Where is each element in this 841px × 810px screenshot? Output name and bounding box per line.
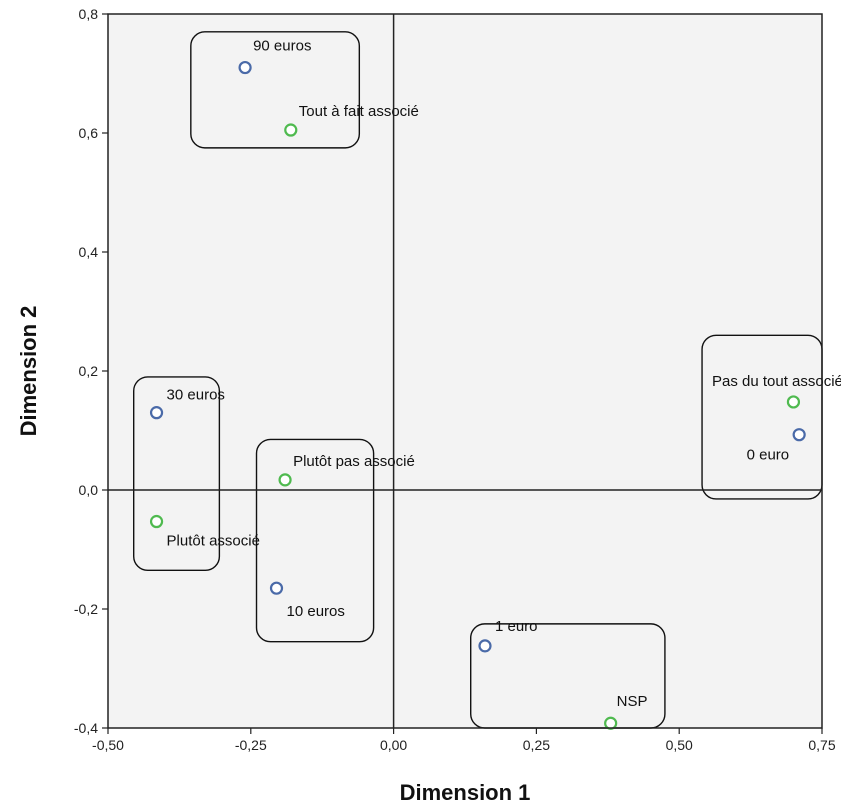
group-box	[255, 438, 375, 643]
data-points	[149, 60, 806, 730]
x-tick-label: 0,75	[808, 737, 835, 753]
data-point	[149, 406, 164, 420]
y-tick-label: 0,2	[79, 363, 99, 379]
data-point	[284, 123, 298, 137]
point-label: Pas du tout associé	[712, 373, 841, 390]
y-tick-label: -0,4	[74, 720, 98, 736]
y-axis-ticks: -0,4 -0,2 0,0 0,2 0,4 0,6 0,8	[74, 6, 108, 736]
point-label: NSP	[617, 693, 648, 710]
plot-area	[108, 14, 822, 728]
data-point	[278, 473, 292, 487]
data-point	[604, 716, 618, 730]
x-tick-label: -0,50	[92, 737, 124, 753]
point-label: 90 euros	[253, 38, 311, 55]
data-point	[269, 581, 284, 595]
x-axis-title: Dimension 1	[400, 780, 531, 805]
x-tick-label: -0,25	[235, 737, 267, 753]
group-box	[133, 376, 221, 572]
point-label: 30 euros	[167, 387, 225, 404]
y-tick-label: 0,8	[79, 6, 99, 22]
point-label: 0 euro	[747, 447, 790, 464]
data-point	[792, 428, 806, 442]
data-point	[238, 60, 252, 75]
point-label: Plutôt pas associé	[293, 453, 415, 470]
y-tick-label: 0,4	[79, 244, 99, 260]
point-label: 1 euro	[495, 618, 538, 635]
data-point	[478, 639, 492, 653]
y-tick-label: 0,0	[79, 482, 99, 498]
x-tick-label: 0,25	[523, 737, 550, 753]
x-tick-label: 0,00	[380, 737, 407, 753]
x-axis-ticks: -0,50 -0,25 0,00 0,25 0,50 0,75	[92, 728, 836, 753]
data-point	[786, 395, 801, 409]
y-tick-label: -0,2	[74, 601, 98, 617]
y-axis-title: Dimension 2	[16, 306, 41, 437]
point-label: 10 euros	[287, 603, 345, 620]
point-label: Tout à fait associé	[299, 103, 419, 120]
group-box	[190, 31, 361, 149]
y-tick-label: 0,6	[79, 125, 99, 141]
x-tick-label: 0,50	[666, 737, 693, 753]
point-label: Plutôt associé	[167, 533, 260, 550]
point-labels: 90 euros 30 euros 10 euros 1 euro 0 euro Tout…	[167, 38, 841, 711]
data-point	[149, 514, 164, 529]
